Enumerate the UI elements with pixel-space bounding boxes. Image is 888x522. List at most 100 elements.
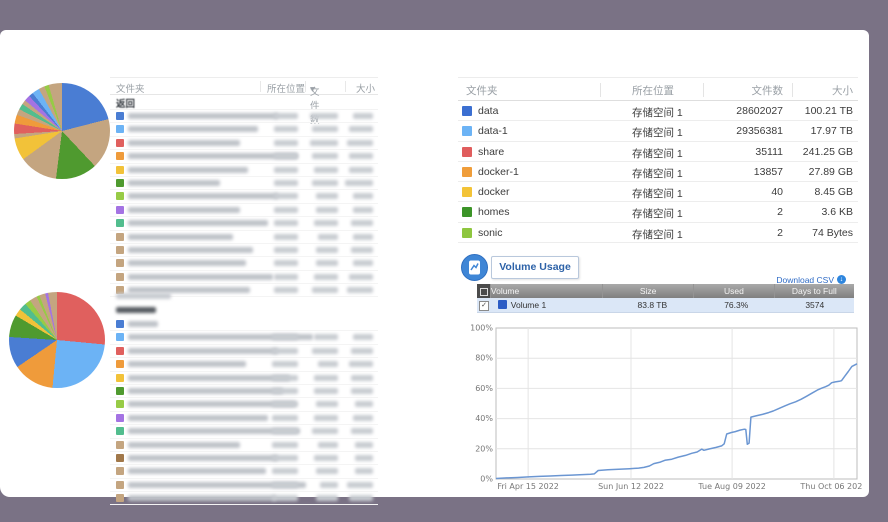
- folder-color-icon: [116, 286, 124, 295]
- folder-color-icon: [116, 245, 124, 254]
- blurred-folder-row[interactable]: [110, 398, 378, 412]
- blurred-text: [274, 206, 298, 213]
- blurred-text: [274, 179, 298, 186]
- blurred-folder-row[interactable]: [110, 492, 378, 506]
- blurred-folder-row[interactable]: [110, 271, 378, 285]
- blurred-text: [347, 481, 373, 488]
- blurred-folder-row[interactable]: [110, 425, 378, 439]
- folder-location: 存储空间 1: [632, 147, 683, 160]
- blurred-folder-row[interactable]: [110, 358, 378, 372]
- blurred-folder-row[interactable]: [110, 204, 378, 218]
- blurred-folder-row[interactable]: [110, 137, 378, 151]
- blurred-folder-row[interactable]: [110, 231, 378, 244]
- volume-checkbox[interactable]: ✓: [479, 300, 489, 311]
- blurred-text: [316, 468, 338, 475]
- blurred-folder-row[interactable]: [110, 177, 378, 191]
- folder-table: 文件夹 所在位置 文件数 大小 data 存储空间 1 28602027 100.21…: [458, 77, 858, 244]
- folder-color-icon: [116, 219, 124, 228]
- header-size[interactable]: 大小: [832, 85, 853, 97]
- header-size: 大小: [355, 84, 375, 95]
- blurred-text: [320, 481, 338, 488]
- volume-row[interactable]: ✓ Volume 1 83.8 TB 76.3% 3574: [477, 298, 854, 313]
- folder-row[interactable]: homes 存储空间 1 2 3.6 KB: [458, 202, 858, 223]
- blurred-folder-row[interactable]: [110, 465, 378, 479]
- blurred-folder-row[interactable]: [110, 217, 378, 231]
- blurred-folder-row[interactable]: [110, 164, 378, 177]
- blurred-folder-row[interactable]: [110, 412, 378, 426]
- blurred-text: [128, 246, 253, 253]
- blurred-text: [128, 428, 300, 435]
- header-count[interactable]: 文件数: [751, 85, 784, 97]
- blurred-text: [128, 126, 258, 133]
- blurred-folder-row[interactable]: [110, 372, 378, 385]
- folder-row[interactable]: data 存储空间 1 28602027 100.21 TB: [458, 101, 858, 122]
- blurred-folder-row[interactable]: [110, 385, 378, 399]
- header-location[interactable]: 所在位置: [632, 85, 674, 97]
- folder-row[interactable]: sonic 存储空间 1 2 74 Bytes: [458, 223, 858, 244]
- blurred-folder-row[interactable]: [110, 123, 378, 137]
- blurred-text: [349, 166, 373, 173]
- back-row[interactable]: 返回: [110, 95, 378, 110]
- blurred-text: [274, 153, 298, 160]
- folder-color-icon: [116, 125, 124, 134]
- folder-file-count: 2: [777, 206, 783, 219]
- blurred-text: [272, 401, 298, 408]
- blurred-text: [128, 321, 158, 327]
- blurred-folder-row[interactable]: [110, 284, 378, 298]
- folder-size: 8.45 GB: [814, 186, 853, 199]
- blurred-folder-row[interactable]: [110, 190, 378, 204]
- folder-table-blurred-bottom: [110, 290, 378, 506]
- svg-text:0%: 0%: [480, 475, 493, 484]
- blurred-text: [272, 361, 298, 368]
- blurred-text: [128, 287, 250, 294]
- blurred-text: [316, 246, 338, 253]
- blurred-title-row: [110, 304, 378, 318]
- blurred-text: [314, 454, 338, 461]
- blurred-folder-row[interactable]: [110, 110, 378, 124]
- blurred-folder-row[interactable]: [110, 439, 378, 452]
- blurred-text: [314, 273, 338, 280]
- blurred-folder-row[interactable]: [110, 150, 378, 164]
- blurred-text: [349, 153, 373, 160]
- blurred-folder-row[interactable]: [110, 244, 378, 258]
- blurred-folder-row[interactable]: [110, 345, 378, 359]
- folder-name: data: [478, 105, 499, 117]
- blurred-text: [353, 334, 373, 341]
- header-folder[interactable]: 文件夹: [466, 85, 498, 97]
- folder-usage-pie-bottom: [9, 292, 105, 388]
- blurred-rows-container: [110, 110, 378, 298]
- blurred-text: [310, 113, 338, 119]
- blurred-text: [128, 401, 296, 408]
- download-csv-icon[interactable]: ↓: [837, 275, 846, 284]
- folder-location: 存储空间 1: [632, 167, 683, 180]
- folder-row[interactable]: docker 存储空间 1 40 8.45 GB: [458, 182, 858, 203]
- blurred-text: [128, 361, 246, 368]
- folder-color-icon: [116, 400, 124, 409]
- folder-location: 存储空间 1: [632, 127, 683, 140]
- svg-text:80%: 80%: [475, 354, 493, 363]
- blurred-text: [116, 307, 156, 313]
- volume-size-cell: 83.8 TB: [637, 300, 668, 310]
- blurred-text: [128, 334, 313, 341]
- blurred-folder-row[interactable]: [110, 331, 378, 345]
- blurred-text: [314, 334, 338, 341]
- blurred-folder-row[interactable]: [110, 479, 378, 493]
- folder-color-icon: [116, 259, 124, 268]
- blurred-text: [274, 287, 298, 294]
- select-all-checkbox[interactable]: [477, 284, 490, 298]
- blurred-text: [314, 414, 338, 421]
- column-divider: [703, 83, 704, 97]
- blurred-text: [128, 414, 268, 421]
- folder-row[interactable]: docker-1 存储空间 1 13857 27.89 GB: [458, 162, 858, 183]
- back-link[interactable]: 返回: [116, 99, 136, 110]
- folder-color-icon: [116, 386, 124, 395]
- folder-color-icon: [116, 138, 124, 147]
- folder-row[interactable]: share 存储空间 1 35111 241.25 GB: [458, 142, 858, 162]
- folder-color-icon: [462, 166, 472, 177]
- folder-row[interactable]: data-1 存储空间 1 29356381 17.97 TB: [458, 121, 858, 142]
- download-csv-link[interactable]: Download CSV: [776, 275, 834, 285]
- blurred-folder-row[interactable]: [110, 452, 378, 466]
- blurred-folder-row[interactable]: [110, 257, 378, 271]
- blurred-folder-row[interactable]: [110, 318, 378, 332]
- folder-file-count: 29356381: [736, 125, 783, 138]
